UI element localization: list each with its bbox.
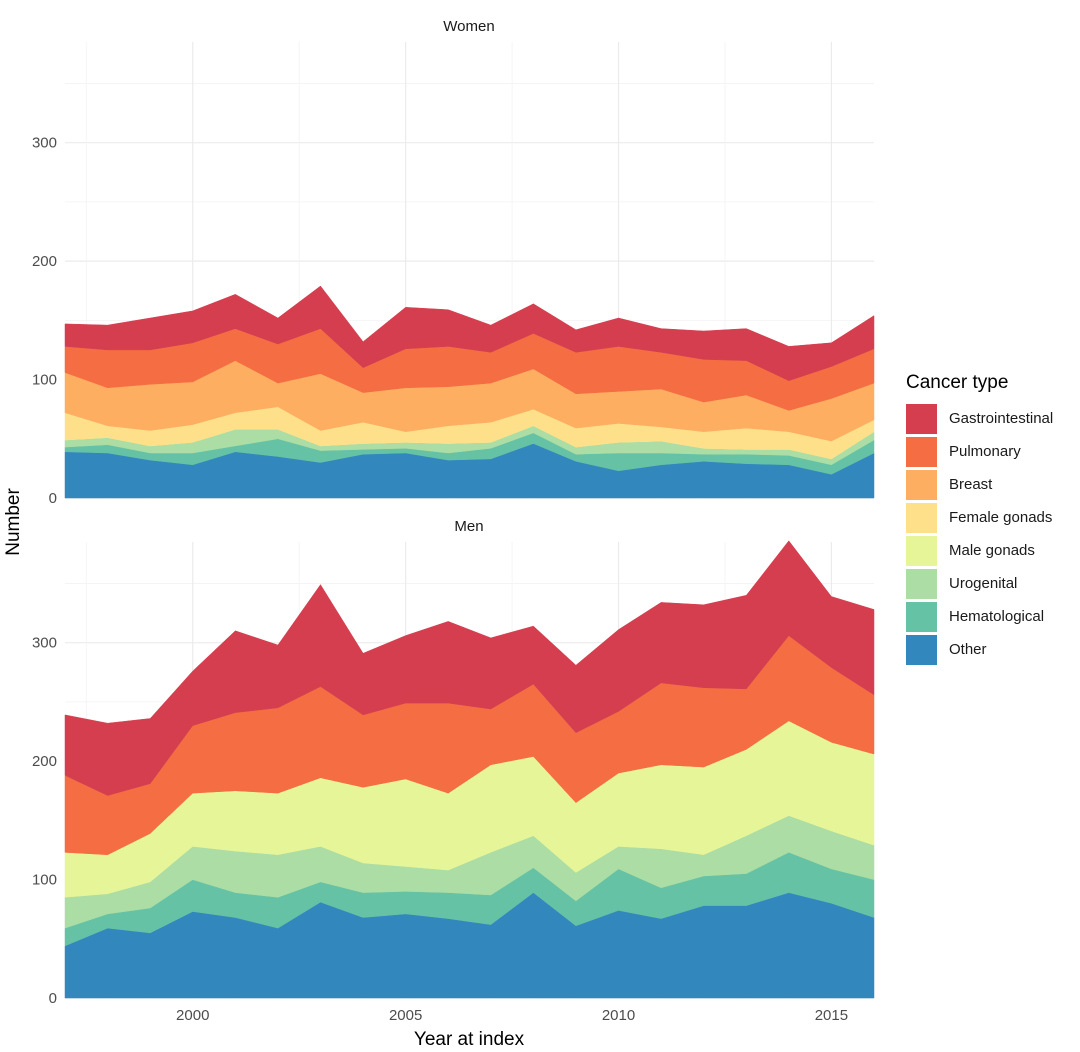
y-tick-label: 300 bbox=[32, 135, 57, 152]
legend-label: Other bbox=[949, 641, 987, 658]
areas-men bbox=[64, 540, 875, 999]
area-men-gastrointestinal bbox=[64, 540, 875, 796]
y-tick-label: 100 bbox=[32, 872, 57, 889]
y-tick-label: 200 bbox=[32, 753, 57, 770]
y-tick-label: 300 bbox=[32, 635, 57, 652]
panel-title-men: Men bbox=[454, 518, 483, 535]
x-ticks: 2000 2005 2010 2015 bbox=[176, 1007, 848, 1024]
legend-swatch bbox=[906, 436, 937, 467]
x-tick-label: 2015 bbox=[815, 1007, 848, 1024]
areas-women bbox=[64, 285, 875, 499]
legend-swatch bbox=[906, 601, 937, 632]
legend-label: Breast bbox=[949, 476, 993, 493]
panel-title-women: Women bbox=[443, 18, 494, 35]
legend-item-female-gonads: Female gonads bbox=[906, 501, 1053, 534]
legend-item-breast: Breast bbox=[906, 468, 1053, 501]
y-tick-label: 100 bbox=[32, 372, 57, 389]
legend-item-urogenital: Urogenital bbox=[906, 567, 1053, 600]
legend-items: Gastrointestinal Pulmonary Breast Female go… bbox=[906, 402, 1053, 666]
legend: Cancer type Gastrointestinal Pulmonary Bre… bbox=[906, 372, 1053, 666]
legend-item-hematological: Hematological bbox=[906, 600, 1053, 633]
y-tick-label: 200 bbox=[32, 253, 57, 270]
x-tick-label: 2005 bbox=[389, 1007, 422, 1024]
x-tick-label: 2010 bbox=[602, 1007, 635, 1024]
y-ticks-women: 0 100 200 300 bbox=[32, 135, 57, 507]
legend-item-other: Other bbox=[906, 633, 1053, 666]
y-tick-label: 0 bbox=[49, 990, 57, 1007]
legend-item-pulmonary: Pulmonary bbox=[906, 435, 1053, 468]
y-tick-label: 0 bbox=[49, 490, 57, 507]
legend-swatch bbox=[906, 535, 937, 566]
panel-women: Women 0 100 200 300 bbox=[32, 18, 875, 507]
legend-label: Hematological bbox=[949, 608, 1045, 625]
legend-swatch bbox=[906, 502, 937, 533]
legend-item-male-gonads: Male gonads bbox=[906, 534, 1053, 567]
legend-label: Urogenital bbox=[949, 575, 1018, 592]
legend-swatch bbox=[906, 403, 937, 434]
area-women-gastrointestinal bbox=[64, 285, 875, 381]
legend-swatch bbox=[906, 634, 937, 665]
legend-label: Pulmonary bbox=[949, 443, 1021, 460]
legend-swatch bbox=[906, 469, 937, 500]
legend-label: Male gonads bbox=[949, 542, 1035, 559]
legend-label: Female gonads bbox=[949, 509, 1053, 526]
legend-swatch bbox=[906, 568, 937, 599]
legend-title: Cancer type bbox=[906, 372, 1009, 393]
y-axis-title: Number bbox=[3, 488, 24, 556]
y-ticks-men: 0 100 200 300 bbox=[32, 635, 57, 1007]
legend-item-gastrointestinal: Gastrointestinal bbox=[906, 402, 1053, 435]
panel-men: Men 0 100 200 300 bbox=[32, 518, 875, 1007]
x-axis-title: Year at index bbox=[414, 1029, 525, 1050]
x-tick-label: 2000 bbox=[176, 1007, 209, 1024]
legend-label: Gastrointestinal bbox=[949, 410, 1054, 427]
